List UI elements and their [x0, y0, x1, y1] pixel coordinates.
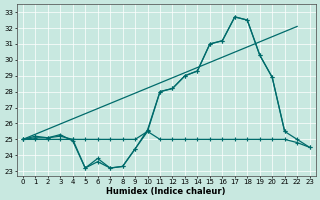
- X-axis label: Humidex (Indice chaleur): Humidex (Indice chaleur): [107, 187, 226, 196]
